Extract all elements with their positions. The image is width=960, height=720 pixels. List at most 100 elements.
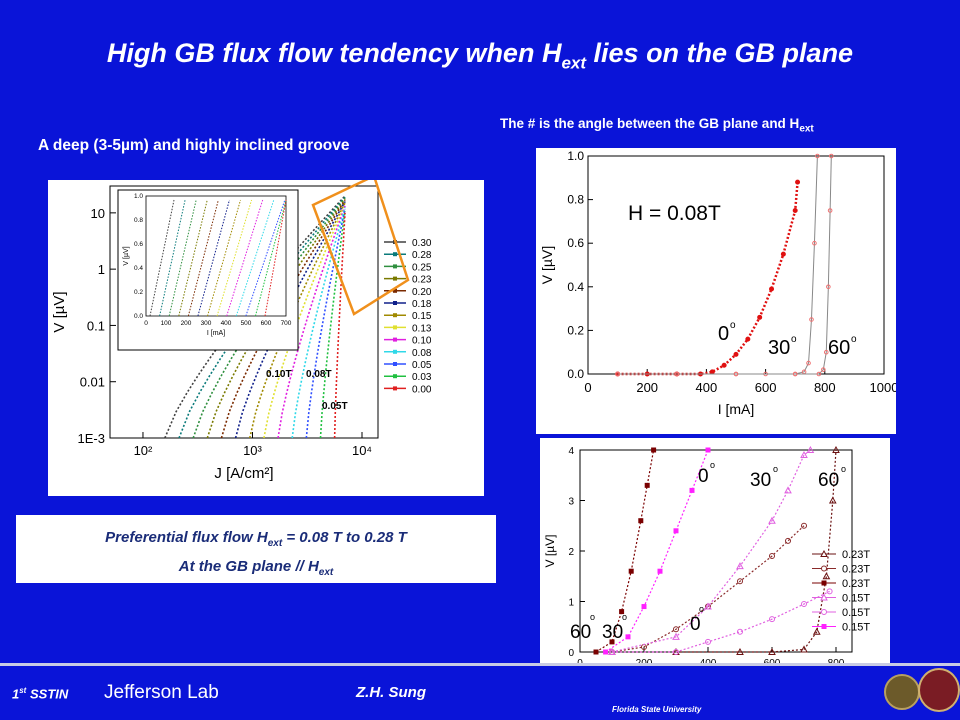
inset-y-tick-label: 0.6 <box>134 241 143 248</box>
data-point <box>657 568 663 574</box>
legend-marker <box>393 362 397 366</box>
data-point <box>784 486 792 494</box>
inset-y-tick-label: 0.8 <box>134 217 143 224</box>
data-point <box>704 602 712 610</box>
series-curve <box>333 212 346 439</box>
data-point <box>705 447 711 453</box>
summary-box: Preferential flux flow Hext = 0.08 T to … <box>16 515 496 583</box>
data-point <box>826 284 831 290</box>
inset-x-tick-label: 300 <box>201 320 212 327</box>
data-point <box>644 482 650 488</box>
angle-label: 0 <box>698 466 709 487</box>
data-point <box>705 638 711 645</box>
degree-mark: o <box>730 320 736 331</box>
x-tick-label: 0 <box>584 380 591 395</box>
series-curve <box>611 525 805 653</box>
x-tick-label: 10³ <box>243 443 262 458</box>
data-point <box>603 649 609 655</box>
inset-curve <box>254 199 287 317</box>
data-point <box>721 362 727 368</box>
data-point <box>809 317 814 322</box>
data-point <box>801 522 807 529</box>
seal-logo-icon <box>884 674 920 710</box>
left-figure-panel: 10² 10³ 10⁴ 10 1 0.1 0.01 1E-3 J [A/cm²] V [µV] 0.… <box>48 174 484 496</box>
right-bottom-figure-panel: 020040060080001234I [mA]V [µV]0o30o60o60… <box>540 438 890 704</box>
legend-label: 0.15T <box>842 607 870 619</box>
inset-curve <box>168 199 197 317</box>
series-curve <box>164 195 346 439</box>
inset-curve <box>178 199 208 317</box>
data-point <box>609 649 615 655</box>
inset-curve <box>197 199 230 317</box>
data-point <box>641 604 647 610</box>
degree-mark: o <box>791 334 797 345</box>
degree-mark: o <box>622 612 627 622</box>
data-point <box>815 153 820 159</box>
data-point <box>823 349 829 355</box>
series-curve <box>291 207 346 439</box>
y-tick-label: 0.0 <box>567 367 584 381</box>
legend-label: 0.25 <box>412 262 432 273</box>
angle-label: 30 <box>750 470 771 491</box>
y-tick-label: 2 <box>568 547 574 558</box>
legend-label: 0.23T <box>842 578 870 590</box>
data-point <box>733 371 739 377</box>
angle-label: 30 <box>768 337 790 359</box>
author-name: Z.H. Sung <box>356 684 426 701</box>
right-top-figure-panel: 0 200 400 600 800 1000 0.0 0.2 0.4 0.6 0.8 1.0 I [mA… <box>536 148 898 434</box>
x-tick-label: 600 <box>755 380 777 395</box>
series-curve <box>277 205 346 439</box>
angle-label: 60 <box>818 470 839 491</box>
inset-curve <box>187 199 219 317</box>
legend-label: 0.00 <box>412 384 432 395</box>
legend-marker <box>393 288 397 293</box>
legend-label: 0.28 <box>412 250 432 261</box>
series-curve <box>612 449 837 653</box>
legend-label: 0.23T <box>842 564 870 576</box>
series-curve <box>319 210 346 439</box>
angle-label: 60 <box>570 622 591 643</box>
y-tick-label: 0.6 <box>567 236 584 250</box>
legend-label: 0.15T <box>842 593 870 605</box>
y-tick-label: 0.4 <box>567 280 584 294</box>
series-curve <box>611 449 811 653</box>
jefferson-lab-logo: Jefferson Lab <box>104 682 219 703</box>
data-point <box>733 351 739 357</box>
series-curve <box>617 155 832 375</box>
degree-mark: o <box>773 464 778 474</box>
footer-bar <box>0 666 960 720</box>
data-point <box>615 371 620 377</box>
inset-curve <box>207 199 241 317</box>
legend-label: 0.23T <box>842 549 870 561</box>
inset-x-axis-label: I [mA] <box>207 330 225 337</box>
inset-y-axis-label: V [µV] <box>123 246 130 265</box>
data-point <box>736 562 744 570</box>
summary-line-1: Preferential flux flow Hext = 0.08 T to … <box>105 529 407 549</box>
data-point <box>801 601 807 608</box>
data-point <box>827 208 833 213</box>
data-point <box>769 286 775 292</box>
data-point <box>625 634 631 640</box>
left-caption: A deep (3-5µm) and highly inclined groov… <box>38 137 350 154</box>
inset-x-tick-label: 700 <box>281 320 292 327</box>
inset-curve <box>245 199 286 317</box>
inset-x-tick-label: 400 <box>221 320 232 327</box>
y-tick-label: 0.1 <box>87 318 105 333</box>
data-point <box>806 445 815 453</box>
legend-marker <box>393 276 397 281</box>
legend-label: 0.15 <box>412 311 432 322</box>
data-point <box>828 496 837 504</box>
legend-label: 0.15T <box>842 622 870 634</box>
data-point <box>785 537 791 544</box>
data-point <box>673 626 679 633</box>
legend-marker <box>393 386 397 391</box>
legend-label: 0.13 <box>412 323 432 334</box>
degree-mark: o <box>710 460 715 470</box>
data-point <box>673 528 679 534</box>
legend-label: 0.18 <box>412 299 432 310</box>
data-point <box>737 628 743 635</box>
annotation-0.10T: 0.10T <box>266 369 292 380</box>
degree-mark: o <box>699 604 704 614</box>
plot-frame <box>109 185 379 439</box>
